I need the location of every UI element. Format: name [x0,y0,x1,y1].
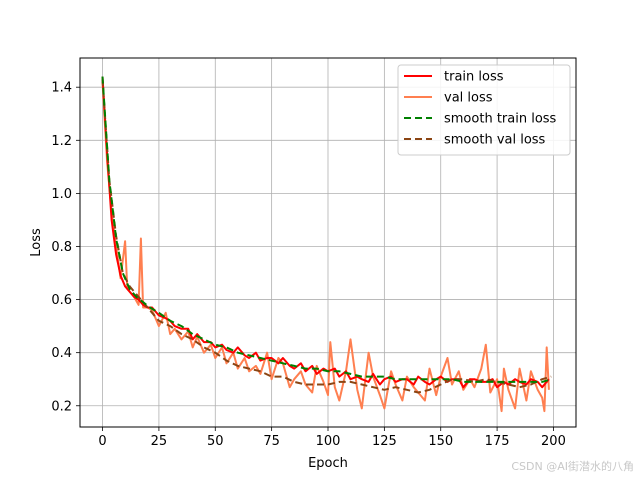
x-tick-label: 200 [541,434,566,449]
series-line-smooth-train-loss [101,76,552,383]
x-tick-label: 50 [207,434,224,449]
series-layer [101,76,552,413]
y-tick-label: 0.8 [51,240,72,255]
y-tick-label: 0.6 [51,293,72,308]
x-axis: 0 25 50 75 100 125 150 175 200 [98,427,566,449]
legend-label: smooth val loss [444,133,546,148]
x-tick-label: 0 [98,434,106,449]
series-line-val-loss [101,81,550,413]
y-tick-label: 0.2 [51,399,72,414]
x-tick-label: 100 [316,434,341,449]
legend-label: val loss [444,91,493,106]
x-tick-label: 150 [428,434,453,449]
legend-box [397,64,571,156]
series-line-smooth-val-loss [101,79,552,394]
y-tick-label: 1.0 [51,187,72,202]
y-axis-label: Loss [29,228,44,257]
watermark: CSDN @AI街潜水的八角 [511,460,634,473]
x-axis-label: Epoch [308,456,348,471]
y-tick-label: 0.4 [51,346,72,361]
y-axis: 0.2 0.4 0.6 0.8 1.0 1.2 1.4 [51,81,80,414]
legend-label: train loss [444,70,504,85]
legend-label: smooth train loss [444,112,557,127]
y-tick-label: 1.4 [51,81,72,96]
x-tick-label: 25 [151,434,168,449]
x-tick-label: 75 [263,434,280,449]
x-tick-label: 175 [485,434,510,449]
legend: train loss val loss smooth train loss smoot… [397,64,571,156]
x-tick-label: 125 [372,434,397,449]
y-tick-label: 1.2 [51,134,72,149]
